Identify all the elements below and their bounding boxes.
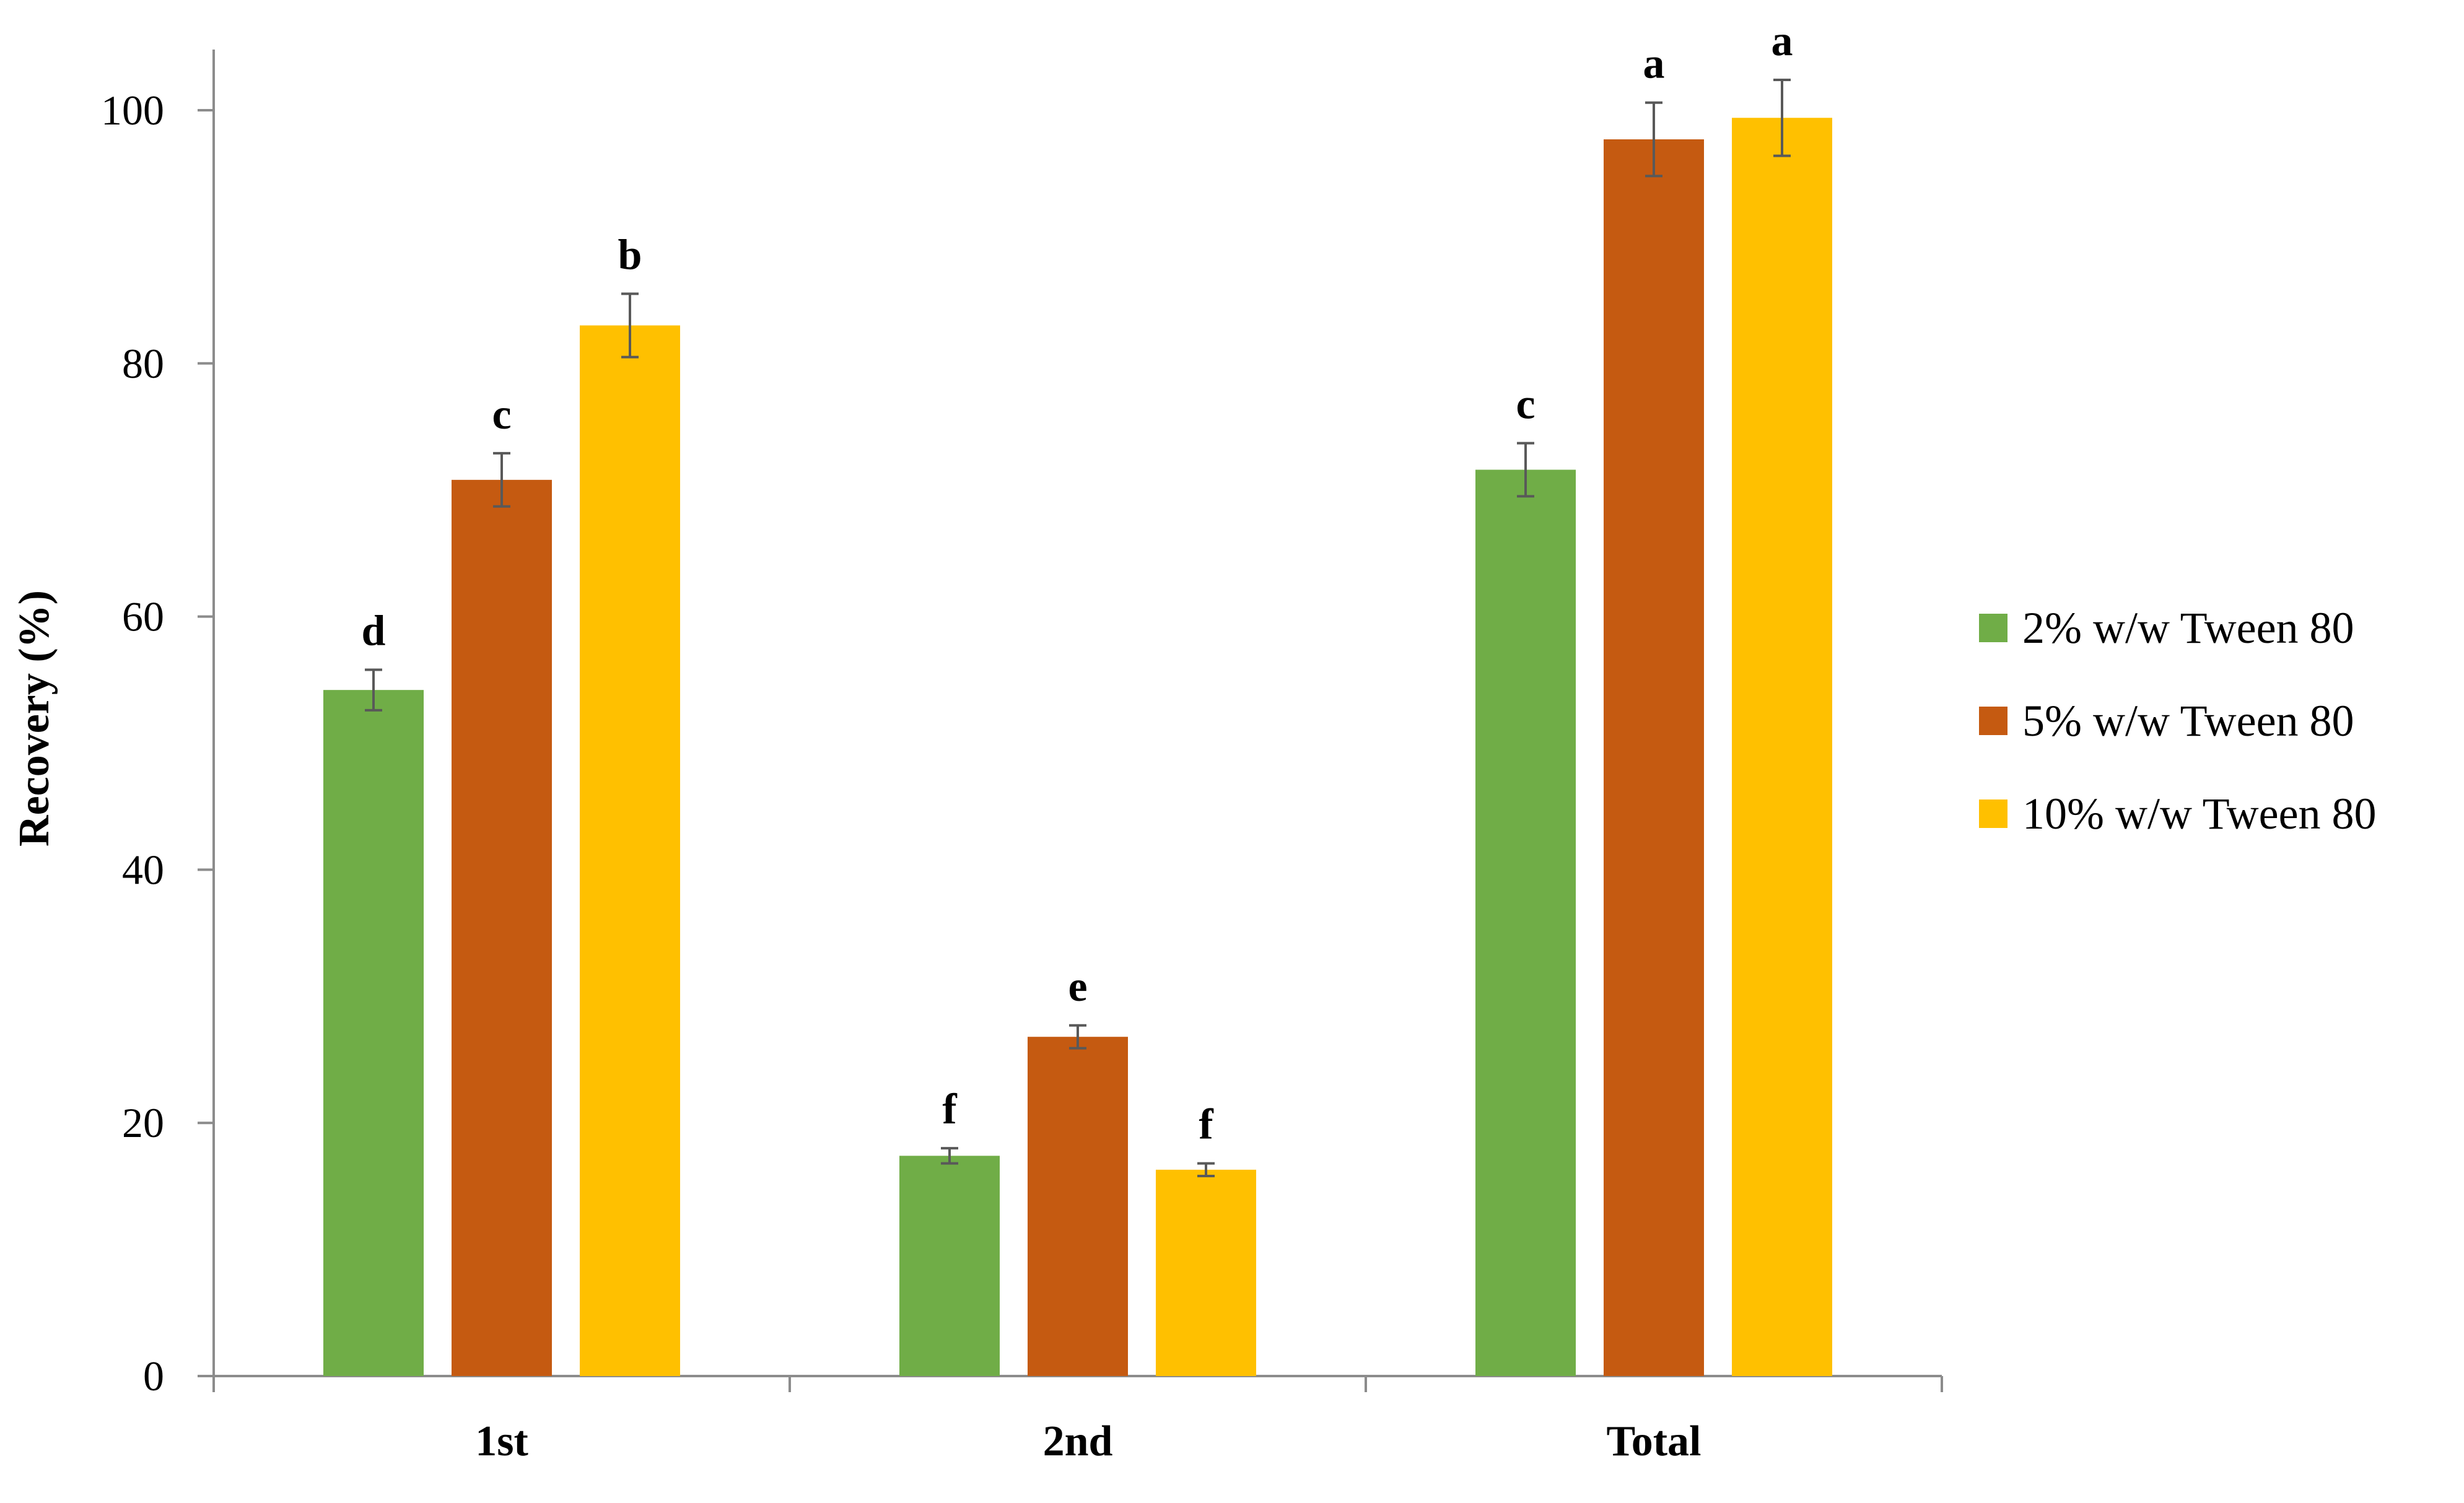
y-tick-label: 0 [143,1353,164,1400]
significance-letter: e [1068,963,1087,1011]
significance-letter: a [1772,17,1793,65]
x-tick-label: Total [1606,1418,1701,1465]
bar [1156,1169,1256,1376]
bar [1732,118,1832,1376]
bar [1028,1037,1128,1376]
legend-swatch [1979,707,2007,735]
significance-letter: c [1516,381,1535,429]
bar [1475,469,1576,1376]
legend-label: 10% w/w Tween 80 [2022,789,2377,839]
legend-label: 2% w/w Tween 80 [2022,603,2354,653]
legend-swatch [1979,799,2007,828]
significance-letter: d [362,607,386,655]
bar [1604,139,1704,1377]
significance-letter: a [1643,40,1665,88]
y-axis-label: Recovery (%) [11,590,58,847]
y-tick-label: 100 [101,87,164,134]
significance-letter: b [618,231,642,279]
significance-letter: c [492,391,511,438]
y-tick-label: 20 [122,1099,164,1146]
significance-letter: f [1199,1101,1213,1149]
legend-label: 5% w/w Tween 80 [2022,696,2354,746]
y-tick-label: 40 [122,846,164,893]
y-tick-label: 80 [122,340,164,387]
legend-swatch [1979,614,2007,642]
x-tick-label: 2nd [1043,1418,1113,1465]
bar [580,325,680,1376]
x-tick-label: 1st [475,1418,528,1465]
y-tick-label: 60 [122,593,164,640]
significance-letter: f [942,1086,957,1133]
bar [323,690,424,1376]
bar [899,1156,1000,1376]
bar [452,479,552,1376]
